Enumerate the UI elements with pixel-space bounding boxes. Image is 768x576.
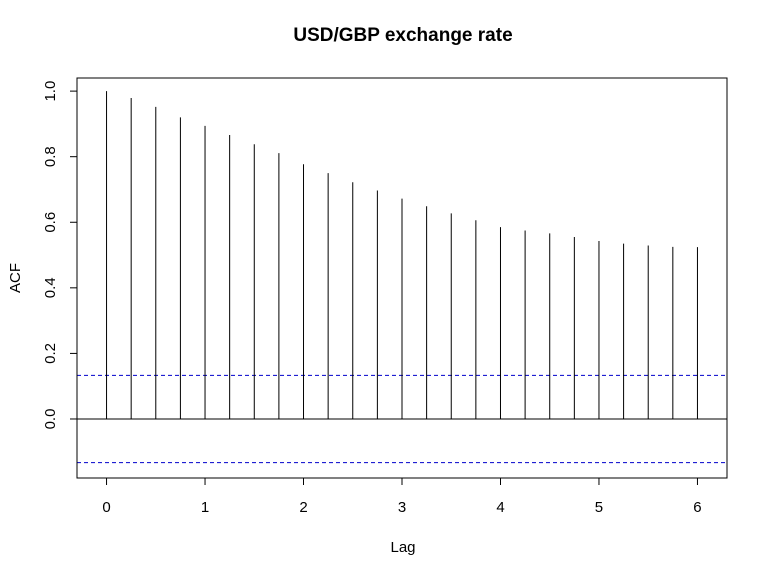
x-axis-label: Lag xyxy=(390,539,415,556)
y-tick-label: 0.6 xyxy=(42,212,59,233)
x-tick-label: 5 xyxy=(595,499,603,516)
x-tick-label: 1 xyxy=(201,499,209,516)
x-tick-label: 3 xyxy=(398,499,406,516)
y-tick-label: 0.2 xyxy=(42,343,59,364)
y-tick-label: 0.0 xyxy=(42,409,59,430)
y-axis-label: ACF xyxy=(7,263,24,293)
x-tick-label: 6 xyxy=(693,499,701,516)
x-tick-label: 4 xyxy=(496,499,504,516)
y-tick-label: 0.8 xyxy=(42,146,59,167)
x-axis: 0 1 2 3 4 5 6 xyxy=(102,477,702,516)
y-axis: 0.0 0.2 0.4 0.6 0.8 1.0 xyxy=(42,81,78,430)
chart-title: USD/GBP exchange rate xyxy=(293,25,512,46)
x-tick-label: 2 xyxy=(299,499,307,516)
y-tick-label: 1.0 xyxy=(42,81,59,102)
y-tick-label: 0.4 xyxy=(42,277,59,298)
plot-area xyxy=(77,91,727,464)
x-tick-label: 0 xyxy=(102,499,110,516)
